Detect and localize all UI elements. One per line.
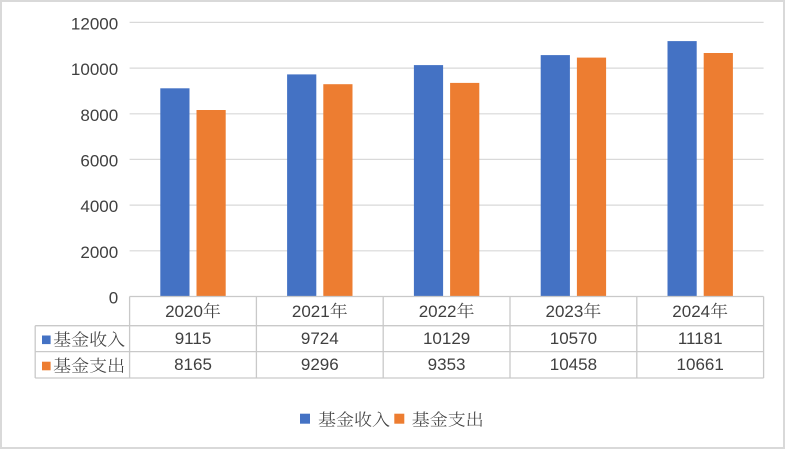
- svg-text:0: 0: [109, 289, 118, 308]
- svg-text:2023: 2023: [546, 302, 584, 321]
- svg-text:2022: 2022: [419, 302, 457, 321]
- svg-text:10570: 10570: [550, 329, 597, 348]
- svg-text:11181: 11181: [678, 329, 723, 348]
- svg-text:2020: 2020: [165, 302, 203, 321]
- svg-text:10458: 10458: [550, 355, 597, 374]
- svg-text:10000: 10000: [71, 60, 118, 79]
- svg-text:9296: 9296: [301, 355, 339, 374]
- svg-text:4000: 4000: [80, 197, 118, 216]
- svg-text:10661: 10661: [677, 355, 724, 374]
- svg-text:8000: 8000: [80, 106, 118, 125]
- svg-text:2021: 2021: [292, 302, 330, 321]
- svg-text:12000: 12000: [71, 14, 118, 33]
- svg-text:8165: 8165: [174, 355, 212, 374]
- svg-text:9724: 9724: [301, 329, 339, 348]
- svg-text:9115: 9115: [175, 329, 212, 348]
- svg-text:10129: 10129: [423, 329, 470, 348]
- svg-text:2000: 2000: [80, 243, 118, 262]
- svg-text:2024: 2024: [672, 302, 710, 321]
- svg-text:9353: 9353: [428, 355, 466, 374]
- svg-text:6000: 6000: [80, 151, 118, 170]
